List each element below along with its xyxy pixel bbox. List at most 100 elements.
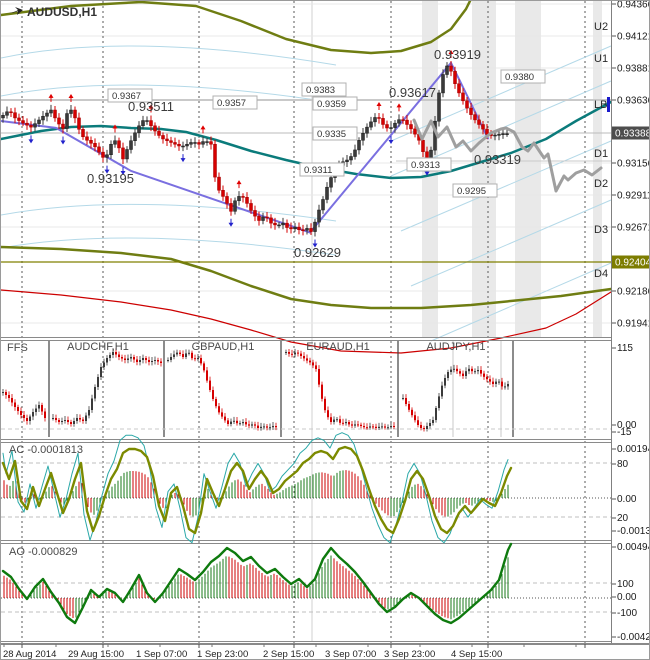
mini-candle-body (5, 392, 7, 395)
mini-candle-body (29, 416, 31, 421)
candle-body (353, 149, 357, 157)
time-axis-label: 3 Sep 07:00 (325, 649, 376, 660)
mini-candle-body (288, 352, 290, 354)
session-stripe (515, 1, 541, 337)
candle-body (37, 119, 41, 124)
oscillator-signal-line (2, 432, 509, 544)
mini-candle-body (411, 409, 413, 416)
mini-candle-body (297, 352, 299, 354)
candle-body (249, 203, 253, 211)
fractal-up-arrow-icon (236, 180, 242, 185)
candle-body (217, 176, 221, 191)
mini-candle-body (266, 426, 268, 428)
mini-candle-body (76, 418, 78, 421)
price-annotation: 0.9367 (112, 91, 141, 102)
indicator-axis-label: 0.004943 (617, 542, 650, 553)
candle-body (165, 138, 169, 141)
mini-candle-body (447, 372, 449, 378)
mini-candle-body (333, 419, 335, 422)
mini-candle-body (432, 420, 434, 423)
candle-body (245, 197, 249, 204)
mini-candle-body (145, 358, 147, 360)
candle-body (293, 226, 297, 230)
price-annotation-box (301, 82, 347, 97)
indicator-axis-label: -0.001300 (617, 526, 650, 537)
candle-body (229, 203, 233, 212)
candle-body (5, 111, 9, 116)
candle-body (85, 136, 89, 141)
candle-body (209, 141, 213, 145)
indicator-axis-label: 0.001946 (617, 444, 650, 455)
mini-candle-body (507, 384, 509, 387)
mini-candle-body (35, 408, 37, 412)
fractal-down-arrow-icon (120, 171, 126, 176)
mini-candle-body (251, 424, 253, 426)
mini-candle-body (167, 360, 169, 361)
mini-candle-body (170, 357, 172, 360)
fractal-up-arrow-icon (68, 93, 74, 98)
indicator-axis-label: 100 (617, 579, 634, 590)
candle-body (265, 216, 269, 219)
candle-body (237, 196, 241, 202)
price-axis-label: 0.93636 (617, 96, 650, 107)
price-annotation: 0.9380 (505, 72, 534, 83)
mini-candle-body (73, 421, 75, 424)
candle-body (149, 120, 153, 127)
candle-body (137, 125, 141, 134)
mini-candle-body (450, 369, 452, 372)
mini-candle-body (336, 419, 338, 421)
mini-candle-body (275, 426, 277, 428)
mini-candle-body (203, 363, 205, 371)
fractal-down-arrow-icon (104, 169, 110, 174)
candle-body (81, 129, 85, 138)
lb-marker (607, 97, 610, 112)
mini-candle-body (393, 426, 395, 427)
fractal-up-arrow-icon (112, 124, 118, 129)
candle-body (385, 124, 389, 129)
mini-candle-body (44, 411, 46, 418)
candle-body (57, 117, 61, 125)
olive-price-label: 0.92404 (615, 258, 650, 269)
mini-candle-body (8, 395, 10, 398)
mini-candle-body (188, 352, 190, 354)
price-annotation-box (406, 157, 452, 172)
channel-arc-line (1, 203, 337, 222)
fractal-down-arrow-icon (60, 140, 66, 145)
indicator-axis-label: -15 (617, 427, 632, 438)
mini-candle-body (387, 427, 389, 429)
candle-body (61, 123, 65, 129)
candle-body (233, 200, 237, 212)
mini-candle-body (70, 422, 72, 424)
mini-candle-body (351, 424, 353, 426)
candle-body (421, 140, 425, 152)
candle-body (437, 92, 441, 122)
mini-candle-body (272, 426, 274, 428)
mini-candle-body (103, 362, 105, 367)
channel-fan-line (400, 140, 612, 232)
indicator-axis-label: 115 (617, 343, 633, 354)
fractal-down-arrow-icon (388, 140, 394, 145)
band-label: D4 (594, 268, 608, 280)
mini-candle-body (212, 390, 214, 399)
candle-body (269, 217, 273, 224)
mini-candle-body (429, 423, 431, 426)
mini-candle-body (64, 420, 66, 421)
mini-candle-body (312, 362, 314, 366)
time-axis-label: 28 Aug 2014 (3, 649, 56, 660)
mini-candle-body (197, 358, 199, 360)
mini-candle-body (327, 410, 329, 418)
mini-candle-body (106, 358, 108, 363)
mini-candle-body (294, 352, 296, 355)
session-stripe (472, 1, 496, 337)
mini-candle-body (420, 425, 422, 428)
channel-arc-line (1, 237, 337, 256)
candle-body (109, 143, 113, 156)
mini-candle-body (357, 424, 359, 426)
candle-body (497, 134, 501, 136)
fractal-up-arrow-icon (200, 125, 206, 130)
mini-candle-body (176, 352, 178, 355)
candle-body (73, 109, 77, 119)
price-axis-label: 0.92671 (617, 223, 650, 234)
